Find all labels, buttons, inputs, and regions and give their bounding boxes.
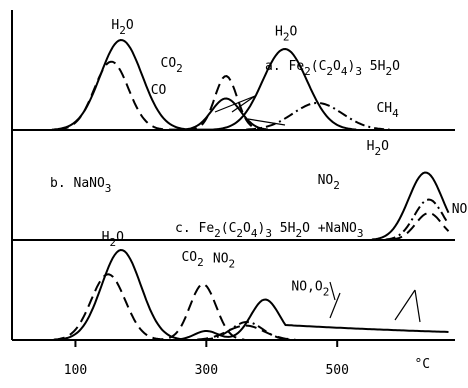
panel-c-title: c. Fe2(C2O4)3 5H2O +NaNO3 [175, 221, 363, 240]
label-c-no2: NO2 [213, 252, 235, 271]
panel-a: a. Fe2(C2O4)3 5H2O H2O CO2 CO H2O CH4 [12, 18, 455, 131]
label-a-h2o: H2O [111, 18, 133, 37]
series-c-h2o [57, 248, 186, 341]
series-b-no2 [391, 211, 450, 241]
label-a-ch4: CH4 [376, 101, 399, 120]
leader-line [414, 289, 421, 323]
series-a-ch4 [246, 102, 390, 131]
x-tick-label-100: 100 [64, 363, 87, 378]
panel-a-title: a. Fe2(C2O4)3 5H2O [265, 59, 400, 78]
chart-panels: a. Fe2(C2O4)3 5H2O H2O CO2 CO H2O CH4 b. NaNO3… [12, 18, 468, 341]
series-c-no2 [177, 298, 449, 341]
label-c-no-o2: NO,O2 [291, 280, 329, 299]
series-a-co2 [57, 60, 261, 131]
leader-line [329, 292, 341, 319]
leader-lines [214, 95, 421, 323]
series-c-no-o2-2- [203, 320, 290, 341]
x-axis-unit: °C [414, 357, 430, 372]
series-b-h2o [371, 171, 450, 241]
leader-line [231, 95, 256, 113]
panel-b: b. NaNO3 H2O NO2 NO,O2 [12, 139, 468, 241]
label-c-co2: CO2 [181, 250, 203, 269]
label-a-co2: CO2 [161, 56, 183, 75]
panel-c: c. Fe2(C2O4)3 5H2O +NaNO3 H2O CO2 NO2 NO,O2 [12, 221, 455, 341]
leader-line [214, 95, 256, 113]
leader-line [394, 289, 416, 321]
label-c-h2o: H2O [102, 230, 124, 249]
leader-line [247, 118, 286, 126]
label-a-h2o: H2O [275, 25, 297, 44]
series-b-no [385, 198, 450, 241]
panel-b-title: b. NaNO3 [50, 176, 111, 195]
x-tick-label-300: 300 [195, 363, 218, 378]
label-b-h2o: H2O [367, 139, 389, 158]
x-axis: 100 300 500 °C [12, 339, 455, 378]
label-b-no-o2: NO,O2 [452, 202, 468, 221]
series-a-co [183, 97, 268, 131]
series-c-co2 [53, 273, 245, 341]
series-a-h2o [51, 38, 357, 131]
leader-line [329, 281, 336, 301]
x-tick-label-500: 500 [325, 363, 348, 378]
label-a-co: CO [151, 83, 167, 98]
label-b-no2: NO2 [318, 173, 340, 192]
